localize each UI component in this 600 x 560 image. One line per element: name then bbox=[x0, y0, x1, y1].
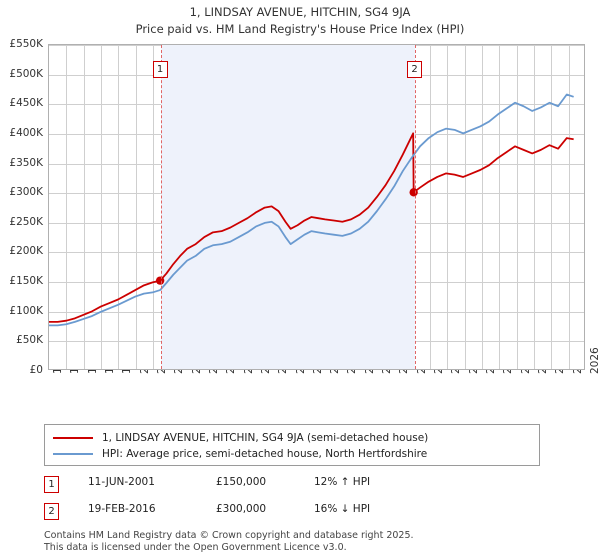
y-axis-tick-label: £300K bbox=[9, 186, 43, 199]
transaction-vline bbox=[415, 45, 417, 369]
gridline-vertical bbox=[534, 45, 536, 369]
gridline-vertical bbox=[66, 45, 68, 369]
legend-item-hpi: HPI: Average price, semi-detached house,… bbox=[53, 446, 531, 462]
y-axis-tick-label: £250K bbox=[9, 215, 43, 228]
gridline-vertical bbox=[516, 45, 518, 369]
transaction-hpi-delta: 16% ↓ HPI bbox=[314, 503, 371, 515]
y-axis-tick-label: £150K bbox=[9, 275, 43, 288]
legend-label-property: 1, LINDSAY AVENUE, HITCHIN, SG4 9JA (sem… bbox=[102, 432, 429, 444]
gridline-vertical bbox=[100, 45, 102, 369]
gridline-vertical bbox=[499, 45, 501, 369]
y-axis-tick-label: £200K bbox=[9, 245, 43, 258]
y-axis-tick-label: £450K bbox=[9, 97, 43, 110]
transaction-row: 1 11-JUN-2001 £150,000 12% ↑ HPI bbox=[44, 476, 564, 496]
transaction-point[interactable] bbox=[155, 276, 165, 285]
transaction-hpi-delta: 12% ↑ HPI bbox=[314, 476, 371, 488]
legend-item-property: 1, LINDSAY AVENUE, HITCHIN, SG4 9JA (sem… bbox=[53, 430, 531, 446]
transaction-date: 19-FEB-2016 bbox=[88, 503, 156, 515]
transaction-point[interactable] bbox=[409, 188, 418, 197]
gridline-vertical bbox=[135, 45, 137, 369]
y-axis-tick-label: £350K bbox=[9, 156, 43, 169]
gridline-vertical bbox=[447, 45, 449, 369]
gridline-vertical bbox=[430, 45, 432, 369]
chart-marker-badge[interactable]: 1 bbox=[152, 61, 168, 78]
legend: 1, LINDSAY AVENUE, HITCHIN, SG4 9JA (sem… bbox=[44, 424, 540, 466]
transaction-date: 11-JUN-2001 bbox=[88, 476, 155, 488]
chart-subtitle: Price paid vs. HM Land Registry's House … bbox=[135, 22, 465, 36]
chart-marker-badge[interactable]: 2 bbox=[407, 61, 423, 78]
y-axis-tick-label: £550K bbox=[9, 38, 43, 50]
legend-label-hpi: HPI: Average price, semi-detached house,… bbox=[102, 448, 428, 460]
gridline-vertical bbox=[83, 45, 85, 369]
y-axis-tick-label: £50K bbox=[16, 334, 43, 347]
legend-swatch-hpi bbox=[53, 453, 93, 455]
gridline-vertical bbox=[464, 45, 466, 369]
page-title: 1, LINDSAY AVENUE, HITCHIN, SG4 9JA bbox=[189, 5, 411, 19]
transaction-row: 2 19-FEB-2016 £300,000 16% ↓ HPI bbox=[44, 503, 564, 523]
footer-licence: This data is licensed under the Open Gov… bbox=[44, 541, 347, 553]
footer-copyright: Contains HM Land Registry data © Crown c… bbox=[44, 530, 414, 541]
chart-title-block: 1, LINDSAY AVENUE, HITCHIN, SG4 9JA Pric… bbox=[0, 4, 600, 38]
transaction-price: £150,000 bbox=[216, 476, 267, 488]
legend-swatch-property bbox=[53, 437, 93, 439]
series-lines bbox=[49, 93, 574, 327]
y-axis-tick-label: £500K bbox=[9, 67, 43, 80]
plot-area bbox=[48, 44, 585, 370]
x-axis-tick-label: 2026 bbox=[589, 347, 600, 374]
gridline-vertical bbox=[482, 45, 484, 369]
gridline-vertical bbox=[152, 45, 154, 369]
ownership-period-band bbox=[160, 45, 415, 369]
transaction-index-badge: 2 bbox=[44, 503, 59, 520]
gridline-vertical bbox=[118, 45, 120, 369]
transaction-vline bbox=[160, 45, 162, 369]
transaction-price: £300,000 bbox=[216, 503, 267, 515]
gridline-vertical bbox=[568, 45, 570, 369]
footer: Contains HM Land Registry data © Crown c… bbox=[44, 530, 584, 553]
y-axis-tick-label: £100K bbox=[9, 304, 43, 317]
series-line bbox=[49, 132, 574, 323]
series-line bbox=[49, 93, 574, 327]
transaction-index-badge: 1 bbox=[44, 476, 59, 493]
y-axis-tick-label: £0 bbox=[29, 364, 43, 376]
y-axis-tick-label: £400K bbox=[9, 126, 43, 139]
gridline-vertical bbox=[551, 45, 553, 369]
